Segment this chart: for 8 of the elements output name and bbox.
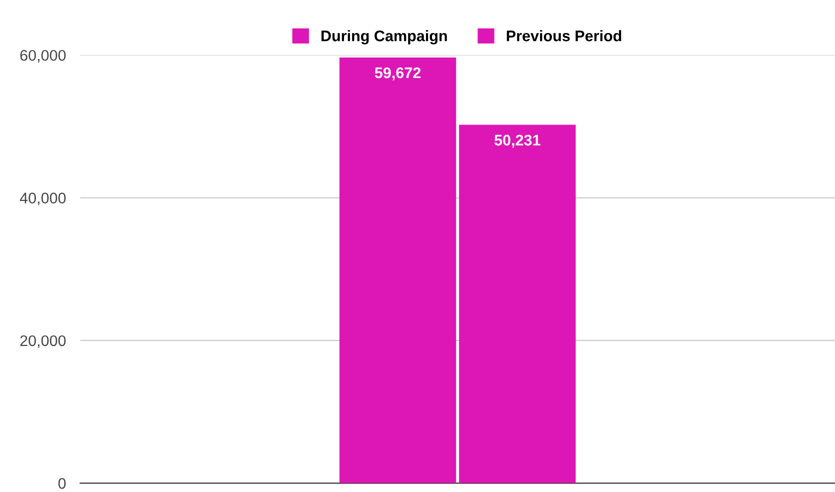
legend-label: During Campaign [322,30,447,44]
y-tick-label: 60,000 [20,50,66,63]
data-label: 59,672 [374,67,421,80]
legend-label: Previous Period [506,30,622,42]
y-tick-label: 40,000 [20,192,66,206]
y-tick-label: 20,000 [20,335,66,348]
y-tick-label: 0 [58,478,66,489]
data-label: 50,231 [494,134,540,148]
